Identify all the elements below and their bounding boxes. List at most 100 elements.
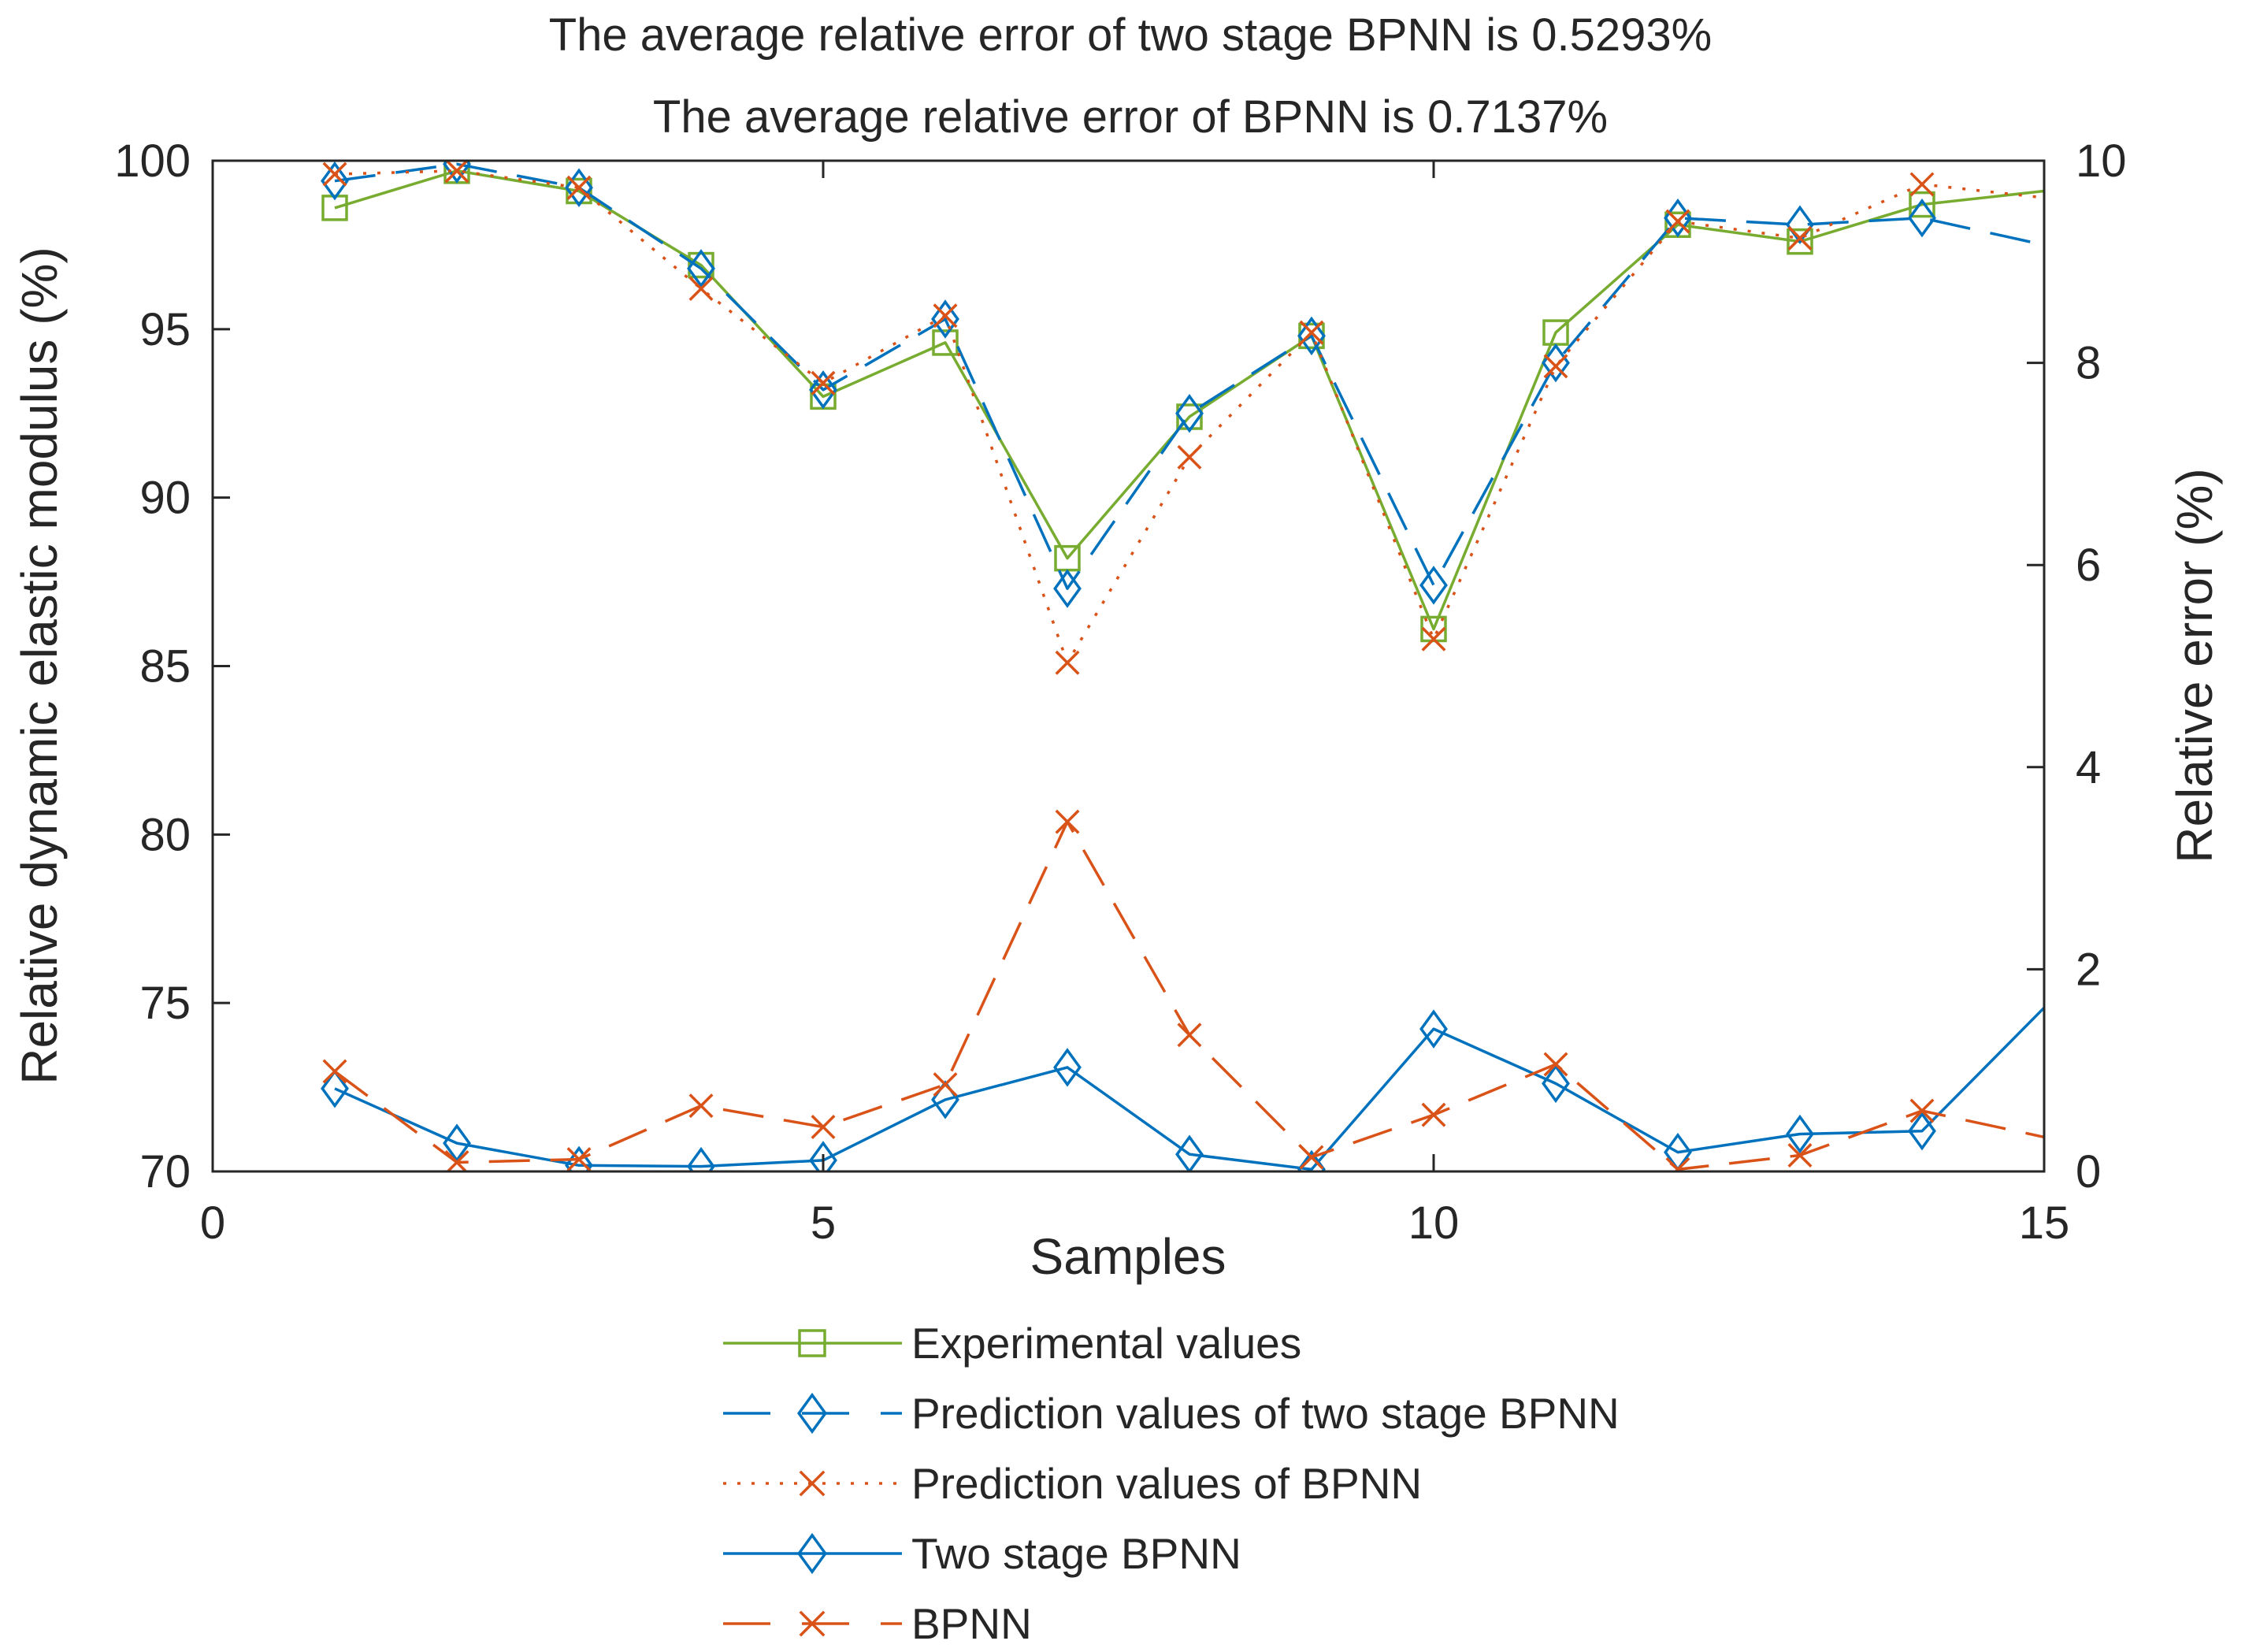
series-2-point-5 xyxy=(809,370,837,410)
series-5-point-8 xyxy=(1177,1023,1202,1048)
series-1-point-6 xyxy=(932,329,959,356)
series-5 xyxy=(322,809,2044,1171)
legend-entry-4: Two stage BPNN xyxy=(723,1529,1241,1578)
y-left-tick-label-0: 70 xyxy=(139,1146,191,1197)
series-3-point-8 xyxy=(1177,444,1202,470)
x-tick-label-3: 15 xyxy=(2019,1197,2070,1249)
legend-marker-4 xyxy=(797,1532,827,1575)
series-3-point-9 xyxy=(1299,320,1324,345)
y-right-tick-label-4: 8 xyxy=(2076,338,2101,389)
legend: Experimental values Prediction values of … xyxy=(723,1319,1620,1648)
legend-label-4: Two stage BPNN xyxy=(911,1529,1241,1578)
series-2-point-4 xyxy=(687,249,715,288)
y-left-tick-label-3: 85 xyxy=(139,641,191,692)
legend-marker-1 xyxy=(798,1329,826,1357)
legend-entry-5: BPNN xyxy=(723,1599,1032,1648)
y-right-tick-label-3: 6 xyxy=(2076,540,2101,591)
series-5-point-6 xyxy=(933,1072,958,1097)
series-3-point-10 xyxy=(1421,626,1446,652)
series-5-point-10 xyxy=(1421,1102,1446,1127)
legend-entry-1: Experimental values xyxy=(723,1319,1301,1368)
series-3-point-4 xyxy=(688,277,714,302)
chart-title-line-1: The average relative error of two stage … xyxy=(549,9,1713,61)
series-2-point-7 xyxy=(1053,569,1082,608)
series-5-point-2 xyxy=(444,1149,469,1171)
series-3-point-6 xyxy=(933,303,958,329)
x-tick-label-2: 10 xyxy=(1408,1197,1460,1249)
series-4-point-7 xyxy=(1053,1048,1082,1087)
series-2-point-3 xyxy=(565,168,593,207)
series-1-point-14 xyxy=(1909,191,1935,218)
series-5-point-14 xyxy=(1909,1098,1935,1123)
legend-marker-2 xyxy=(797,1392,827,1435)
legend-marker-5 xyxy=(799,1610,826,1637)
y-axis-label-right: Relative error (%) xyxy=(2166,468,2223,863)
series-2-point-6 xyxy=(931,299,959,339)
y-right-tick-label-0: 0 xyxy=(2076,1146,2101,1197)
series-1 xyxy=(321,161,2044,643)
series-5-point-5 xyxy=(811,1115,836,1140)
legend-label-2: Prediction values of two stage BPNN xyxy=(911,1389,1620,1438)
legend-label-5: BPNN xyxy=(911,1599,1032,1648)
series-layer xyxy=(321,161,2044,1171)
series-3-point-12 xyxy=(1665,209,1690,234)
series-3-point-2 xyxy=(444,161,469,184)
y-left-tick-label-1: 75 xyxy=(139,978,191,1029)
series-2-line xyxy=(334,162,2044,590)
chart-title-line-2: The average relative error of BPNN is 0.… xyxy=(653,91,1608,143)
series-4-point-11 xyxy=(1542,1064,1570,1104)
series-5-point-11 xyxy=(1543,1052,1568,1077)
series-5-point-3 xyxy=(566,1147,592,1171)
series-2 xyxy=(321,161,2044,608)
series-2-point-8 xyxy=(1175,394,1204,433)
legend-label-1: Experimental values xyxy=(911,1319,1301,1368)
series-1-line xyxy=(334,169,2044,631)
y-left-tick-label-2: 80 xyxy=(139,809,191,860)
series-3-point-7 xyxy=(1055,650,1080,675)
series-2-point-10 xyxy=(1419,566,1448,605)
series-4-point-10 xyxy=(1419,1009,1448,1049)
series-5-point-9 xyxy=(1299,1145,1324,1170)
tick-layer: 0 5 10 15 70 75 80 85 90 95 100 0 2 4 6 8 10 xyxy=(114,136,2126,1249)
series-3-point-13 xyxy=(1787,225,1813,251)
legend-marker-3 xyxy=(799,1470,826,1497)
series-2-point-13 xyxy=(1786,205,1814,244)
series-4-point-4 xyxy=(687,1146,715,1171)
x-tick-label-0: 0 xyxy=(200,1197,225,1249)
x-axis-label: Samples xyxy=(1030,1228,1226,1285)
y-right-tick-label-5: 10 xyxy=(2076,136,2127,187)
y-left-tick-label-5: 95 xyxy=(139,304,191,355)
y-left-tick-label-4: 90 xyxy=(139,473,191,524)
series-3-point-11 xyxy=(1543,354,1568,379)
series-2-point-2 xyxy=(443,161,471,184)
legend-label-3: Prediction values of BPNN xyxy=(911,1459,1422,1508)
series-3-point-14 xyxy=(1909,172,1935,197)
series-4-point-14 xyxy=(1908,1111,1936,1151)
series-5-point-4 xyxy=(688,1093,714,1119)
x-tick-label-1: 5 xyxy=(811,1197,836,1249)
series-2-point-14 xyxy=(1908,198,1936,238)
legend-entry-3: Prediction values of BPNN xyxy=(723,1459,1422,1508)
legend-entry-2: Prediction values of two stage BPNN xyxy=(723,1389,1620,1438)
y-left-tick-label-6: 100 xyxy=(114,136,191,187)
series-5-point-7 xyxy=(1055,809,1080,834)
series-4-point-2 xyxy=(443,1123,471,1163)
series-5-point-12 xyxy=(1665,1156,1690,1171)
y-axis-label-left: Relative dynamic elastic modulus (%) xyxy=(11,247,68,1085)
series-3-point-1 xyxy=(322,161,347,187)
series-4-line xyxy=(334,1006,2044,1171)
series-5-point-13 xyxy=(1787,1142,1813,1168)
y-right-tick-label-1: 2 xyxy=(2076,944,2101,995)
series-2-point-1 xyxy=(321,161,349,201)
series-3-point-5 xyxy=(811,370,836,395)
series-5-point-1 xyxy=(322,1059,347,1084)
y-right-tick-label-2: 4 xyxy=(2076,742,2101,793)
series-4-point-1 xyxy=(321,1069,349,1108)
series-3-point-3 xyxy=(566,175,592,200)
series-1-point-13 xyxy=(1787,228,1813,255)
series-4-point-13 xyxy=(1786,1114,1814,1154)
series-3 xyxy=(322,161,2044,675)
series-4-point-5 xyxy=(809,1141,837,1171)
